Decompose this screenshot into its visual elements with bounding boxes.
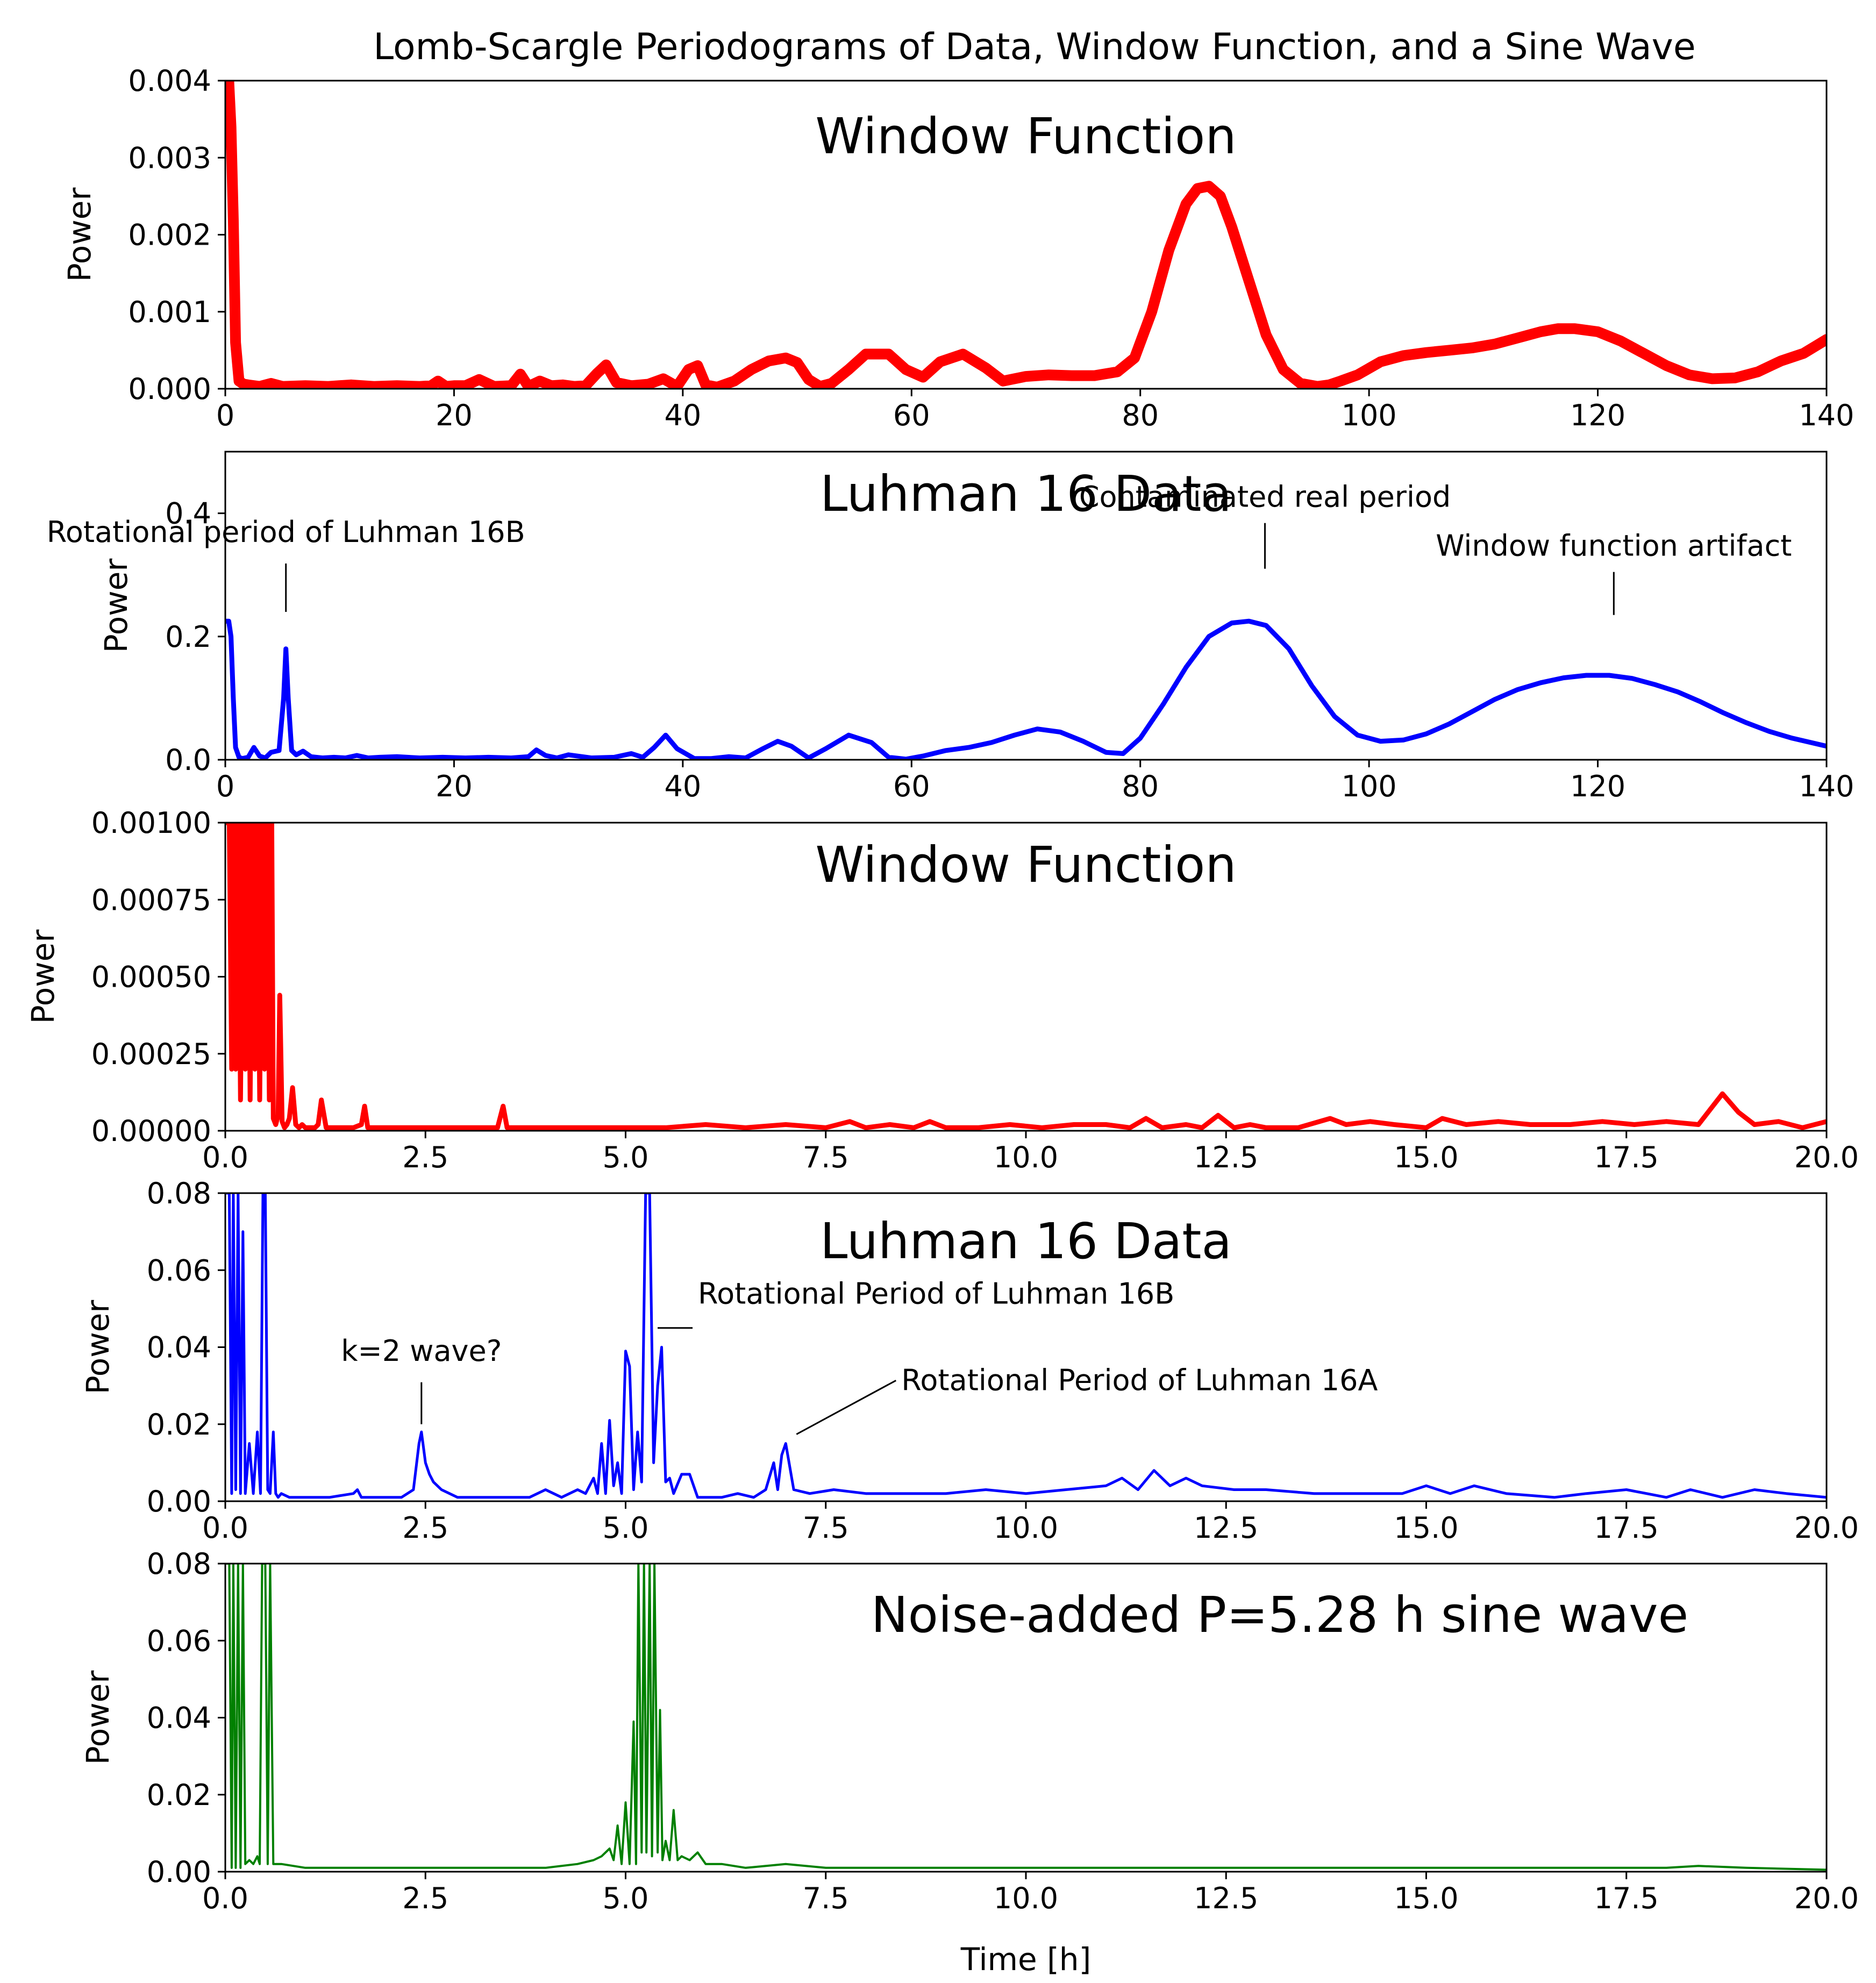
y-axis-label: Power — [80, 1300, 116, 1395]
y-tick-label: 0.00075 — [91, 883, 211, 917]
panel-1: 0 20 40 60 80 100 120 140 0.000 0.001 0.002 0.003 0.… — [61, 64, 1854, 432]
y-tick-label: 0.000 — [128, 372, 211, 406]
x-tick-label: 80 — [1122, 398, 1159, 432]
panel-4: 0.0 2.5 5.0 7.5 10.0 12.5 15.0 17.5 20.0 0.00 0.02… — [80, 1176, 1859, 1545]
x-tick-label: 40 — [664, 769, 701, 803]
panel-title: Window Function — [815, 836, 1236, 894]
x-tick-label: 10.0 — [994, 1140, 1058, 1174]
y-tick-label: 0.00050 — [91, 960, 211, 994]
panel-title: Luhman 16 Data — [820, 465, 1232, 523]
y-tick-label: 0.4 — [165, 497, 211, 531]
x-tick-label: 100 — [1342, 398, 1397, 432]
y-tick-label: 0.06 — [147, 1253, 211, 1287]
y-axis-label: Power — [61, 188, 98, 282]
series-line — [225, 1193, 1827, 1499]
panel-title: Noise-added P=5.28 h sine wave — [871, 1586, 1688, 1644]
x-tick-label: 120 — [1570, 769, 1625, 803]
x-tick-label: 12.5 — [1194, 1140, 1258, 1174]
x-tick-label: 60 — [893, 398, 930, 432]
x-tick-label: 12.5 — [1194, 1511, 1258, 1545]
x-tick-label: 20 — [436, 769, 473, 803]
y-tick-label: 0.06 — [147, 1624, 211, 1658]
annotation-leader — [796, 1380, 897, 1435]
x-tick-label: 10.0 — [994, 1511, 1058, 1545]
panel-title: Luhman 16 Data — [820, 1212, 1232, 1270]
x-tick-label: 0 — [216, 398, 234, 432]
x-tick-label: 7.5 — [803, 1881, 849, 1915]
x-tick-label: 17.5 — [1594, 1881, 1659, 1915]
annotation-label: Window function artifact — [1436, 529, 1792, 563]
x-tick-label: 0.0 — [202, 1881, 248, 1915]
y-tick-label: 0.04 — [147, 1331, 211, 1365]
x-tick-label: 5.0 — [603, 1511, 649, 1545]
x-tick-label: 7.5 — [803, 1140, 849, 1174]
x-tick-label: 80 — [1122, 769, 1159, 803]
annotation-label: Rotational period of Luhman 16B — [47, 515, 525, 549]
panel-5: 0.0 2.5 5.0 7.5 10.0 12.5 15.0 17.5 20.0 0.00 0.02… — [80, 1547, 1859, 1915]
y-tick-label: 0.02 — [147, 1408, 211, 1442]
y-tick-label: 0.08 — [147, 1176, 211, 1210]
y-tick-label: 0.04 — [147, 1701, 211, 1735]
x-tick-label: 2.5 — [402, 1511, 448, 1545]
x-tick-label: 0.0 — [202, 1511, 248, 1545]
y-tick-label: 0.2 — [165, 620, 211, 654]
x-tick-label: 0.0 — [202, 1140, 248, 1174]
panel-2: 0 20 40 60 80 100 120 140 0.0 0.2 0.4 Power Luhman 1… — [47, 451, 1854, 803]
panels: 0 20 40 60 80 100 120 1400.0000.0010.0020.0030.… — [25, 64, 1859, 1915]
x-tick-label: 15.0 — [1394, 1140, 1458, 1174]
x-tick-label: 20.0 — [1794, 1140, 1859, 1174]
y-tick-label: 0.002 — [128, 218, 211, 252]
panel-title: Window Function — [815, 108, 1236, 165]
series-line — [225, 618, 1827, 760]
x-tick-label: 15.0 — [1394, 1881, 1458, 1915]
y-tick-label: 0.001 — [128, 295, 211, 329]
x-tick-label: 60 — [893, 769, 930, 803]
y-axis-label: Power — [80, 1671, 116, 1765]
y-tick-label: 0.0 — [165, 743, 211, 777]
series-line — [225, 823, 1827, 1130]
y-tick-label: 0.00 — [147, 1855, 211, 1889]
series-line — [225, 1564, 1827, 1871]
x-tick-label: 100 — [1342, 769, 1397, 803]
x-tick-label: 140 — [1799, 769, 1854, 803]
x-tick-label: 15.0 — [1394, 1511, 1458, 1545]
y-tick-label: 0.00 — [147, 1485, 211, 1518]
y-tick-label: 0.003 — [128, 141, 211, 175]
x-tick-label: 5.0 — [603, 1140, 649, 1174]
y-axis-label: Power — [25, 930, 61, 1024]
x-tick-label: 0 — [216, 769, 234, 803]
x-tick-label: 2.5 — [402, 1140, 448, 1174]
annotation-label: Rotational Period of Luhman 16A — [901, 1363, 1378, 1397]
y-tick-label: 0.00025 — [91, 1037, 211, 1071]
y-tick-label: 0.00000 — [91, 1114, 211, 1148]
x-tick-label: 17.5 — [1594, 1140, 1659, 1174]
annotation-label: Rotational Period of Luhman 16B — [698, 1277, 1174, 1311]
panel-3: 0.0 2.5 5.0 7.5 10.0 12.5 15.0 17.5 20.0 0.00000 0… — [25, 806, 1859, 1174]
x-tick-label: 5.0 — [603, 1881, 649, 1915]
x-tick-label: 7.5 — [803, 1511, 849, 1545]
x-tick-label: 20.0 — [1794, 1881, 1859, 1915]
x-tick-label: 10.0 — [994, 1881, 1058, 1915]
x-tick-label: 40 — [664, 398, 701, 432]
x-tick-label: 20.0 — [1794, 1511, 1859, 1545]
figure-title: Lomb-Scargle Periodograms of Data, Windo… — [373, 26, 1695, 68]
series-line — [225, 81, 1827, 389]
y-axis-label: Power — [98, 559, 134, 653]
x-tick-label: 12.5 — [1194, 1881, 1258, 1915]
y-tick-label: 0.02 — [147, 1778, 211, 1812]
x-tick-label: 20 — [436, 398, 473, 432]
x-tick-label: 2.5 — [402, 1881, 448, 1915]
axes-frame — [224, 451, 1828, 761]
x-tick-label: 140 — [1799, 398, 1854, 432]
x-axis-label: Time [h] — [960, 1941, 1091, 1978]
annotation-label: Contaminated real period — [1079, 480, 1451, 514]
x-tick-label: 120 — [1570, 398, 1625, 432]
annotation-label: k=2 wave? — [341, 1334, 502, 1368]
x-tick-label: 17.5 — [1594, 1511, 1659, 1545]
y-tick-label: 0.08 — [147, 1547, 211, 1581]
y-tick-label: 0.00100 — [91, 806, 211, 840]
y-tick-label: 0.004 — [128, 64, 211, 98]
